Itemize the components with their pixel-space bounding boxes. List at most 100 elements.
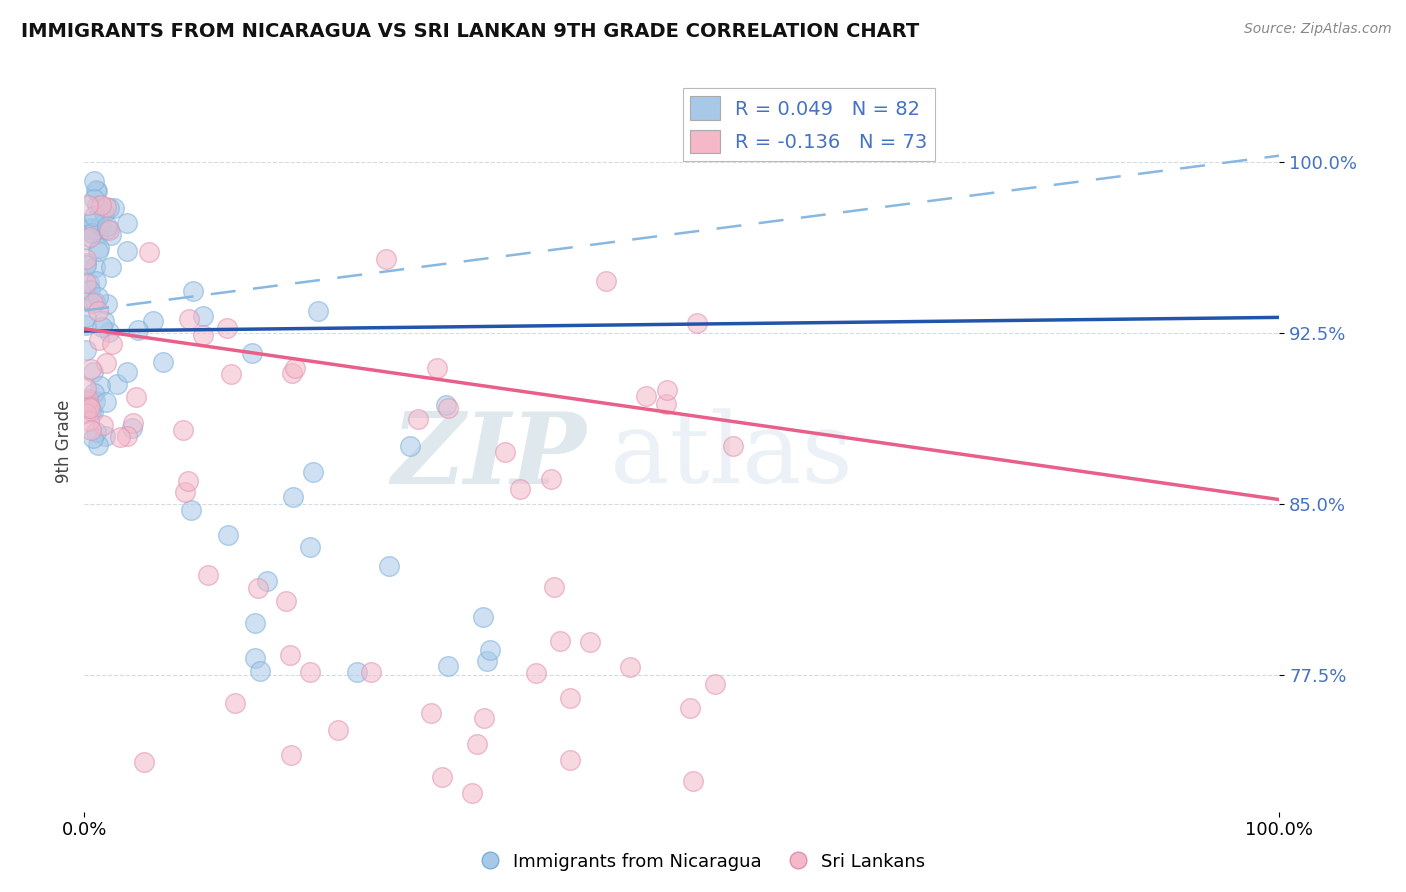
- Point: [87, 304, 110, 318]
- Text: ZIP: ZIP: [391, 409, 586, 505]
- Point: [378, 559, 401, 574]
- Point: [75, 343, 97, 357]
- Point: [82, 405, 104, 419]
- Point: [173, 484, 195, 499]
- Point: [94, 201, 117, 215]
- Point: [83, 174, 105, 188]
- Point: [75, 259, 97, 273]
- Point: [219, 368, 242, 382]
- Legend: Immigrants from Nicaragua, Sri Lankans: Immigrants from Nicaragua, Sri Lankans: [474, 846, 932, 879]
- Point: [76, 232, 98, 246]
- Point: [180, 502, 202, 516]
- Point: [682, 774, 704, 789]
- Point: [90, 218, 112, 232]
- Point: [84, 294, 107, 309]
- Point: [77, 394, 100, 409]
- Point: [79, 230, 101, 244]
- Point: [181, 284, 204, 298]
- Point: [87, 227, 110, 242]
- Text: IMMIGRANTS FROM NICARAGUA VS SRI LANKAN 9TH GRADE CORRELATION CHART: IMMIGRANTS FROM NICARAGUA VS SRI LANKAN …: [21, 22, 920, 41]
- Point: [115, 428, 138, 442]
- Point: [83, 222, 105, 236]
- Point: [80, 362, 103, 376]
- Point: [93, 313, 115, 327]
- Point: [243, 615, 266, 630]
- Point: [121, 421, 143, 435]
- Point: [721, 439, 744, 453]
- Point: [79, 399, 101, 413]
- Point: [75, 394, 97, 409]
- Point: [426, 361, 449, 376]
- Point: [93, 206, 115, 220]
- Point: [117, 216, 139, 230]
- Point: [86, 244, 108, 258]
- Point: [479, 643, 502, 657]
- Point: [96, 219, 118, 234]
- Point: [75, 277, 97, 291]
- Point: [432, 770, 454, 784]
- Point: [79, 221, 101, 235]
- Point: [84, 425, 107, 439]
- Point: [83, 192, 105, 206]
- Point: [134, 755, 156, 769]
- Point: [284, 360, 307, 375]
- Legend: R = 0.049   N = 82, R = -0.136   N = 73: R = 0.049 N = 82, R = -0.136 N = 73: [682, 88, 935, 161]
- Point: [215, 321, 238, 335]
- Point: [82, 295, 104, 310]
- Point: [595, 274, 617, 288]
- Point: [197, 568, 219, 582]
- Point: [472, 711, 495, 725]
- Point: [97, 201, 120, 215]
- Point: [579, 635, 602, 649]
- Point: [86, 290, 108, 304]
- Point: [224, 696, 246, 710]
- Point: [79, 283, 101, 297]
- Point: [655, 396, 678, 410]
- Point: [86, 197, 108, 211]
- Point: [80, 404, 103, 418]
- Point: [77, 414, 100, 428]
- Point: [117, 244, 139, 259]
- Point: [87, 333, 110, 347]
- Point: [152, 355, 174, 369]
- Point: [543, 580, 565, 594]
- Point: [509, 482, 531, 496]
- Point: [619, 660, 641, 674]
- Point: [91, 417, 114, 432]
- Point: [243, 650, 266, 665]
- Point: [90, 198, 112, 212]
- Point: [79, 222, 101, 236]
- Point: [96, 222, 118, 236]
- Point: [406, 412, 429, 426]
- Point: [302, 465, 325, 479]
- Point: [82, 227, 104, 241]
- Point: [87, 241, 110, 255]
- Text: Source: ZipAtlas.com: Source: ZipAtlas.com: [1244, 22, 1392, 37]
- Point: [434, 398, 457, 412]
- Point: [494, 445, 516, 459]
- Point: [77, 392, 100, 407]
- Point: [105, 377, 128, 392]
- Point: [179, 311, 201, 326]
- Point: [98, 223, 121, 237]
- Point: [89, 379, 111, 393]
- Point: [540, 472, 562, 486]
- Point: [77, 198, 100, 212]
- Point: [475, 654, 498, 668]
- Point: [86, 274, 108, 288]
- Point: [125, 390, 148, 404]
- Point: [276, 594, 298, 608]
- Point: [98, 326, 121, 340]
- Point: [375, 252, 398, 266]
- Point: [256, 574, 278, 589]
- Point: [138, 244, 160, 259]
- Point: [176, 475, 198, 489]
- Point: [77, 292, 100, 306]
- Point: [101, 337, 124, 351]
- Point: [82, 365, 104, 379]
- Point: [191, 328, 214, 343]
- Point: [558, 753, 581, 767]
- Point: [172, 423, 194, 437]
- Point: [108, 430, 131, 444]
- Point: [142, 314, 165, 328]
